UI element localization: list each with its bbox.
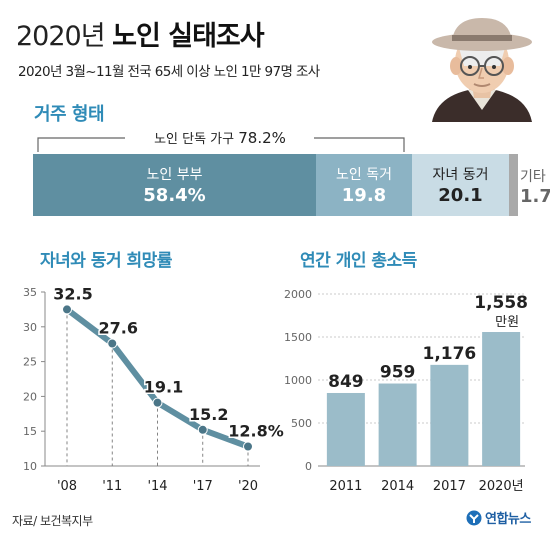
living-segment-label: 기타: [520, 169, 546, 185]
living-segment: [412, 154, 509, 216]
living-section-title: 거주 형태: [34, 104, 105, 125]
bar-y-tick-label: 0: [305, 460, 312, 473]
line-point: [243, 441, 253, 452]
elderly-man-illustration: [432, 18, 532, 122]
line-x-tick-label: '08: [57, 479, 77, 494]
line-value-label: 15.2: [189, 405, 228, 424]
living-stacked-bar: 노인 부부 58.4% 노인 독거 19.8 자녀 동거 20.1 기타 1.7: [33, 154, 550, 216]
page-title: 2020년 노인 실태조사: [16, 14, 265, 53]
bracket-label: 노인 단독 가구: [154, 132, 235, 147]
bar-value-label: 1,558: [474, 293, 528, 313]
bar-unit-label: 만원: [495, 315, 519, 330]
single-household-bracket: [37, 137, 405, 152]
bar-x-tick-label: 2017: [433, 479, 466, 494]
line-chart: 10 15 20 25 30 35 32.5 27.6 19.1 15.212.8% '08 '11 '…: [23, 283, 285, 494]
yonhap-logo-text: 연합뉴스: [485, 512, 531, 527]
living-segment-label: 노인 독거: [336, 167, 392, 183]
yonhap-logo-icon: [466, 510, 482, 525]
single-household-label: 노인 단독 가구 78.2%: [126, 128, 314, 147]
line-point: [152, 397, 163, 408]
line-x-tick-label: '11: [102, 479, 122, 494]
bar-value-label: 959: [380, 363, 416, 383]
line-value-label: 12.8%: [228, 422, 284, 441]
living-segment-value: 19.8: [341, 185, 387, 206]
line-point: [197, 424, 208, 435]
living-segment-value: 20.1: [438, 185, 483, 206]
line-y-tick-label: 15: [23, 425, 37, 438]
bar-y-tick-label: 1000: [284, 374, 312, 387]
living-segment-value: 1.7: [520, 186, 550, 207]
yonhap-logo: 연합뉴스: [466, 508, 531, 527]
living-segment-value: 58.4%: [143, 185, 206, 206]
line-y-tick-label: 20: [23, 390, 37, 403]
living-segment: [33, 154, 316, 216]
source-label: 자료/ 보건복지부: [12, 514, 93, 528]
bar: [430, 364, 469, 466]
bar-x-tick-label: 2011: [329, 479, 362, 494]
line-value-label: 27.6: [99, 319, 138, 338]
title-year: 2020년: [16, 21, 106, 52]
line-y-tick-label: 35: [23, 286, 37, 299]
bar-y-tick-label: 1500: [284, 331, 312, 344]
bar-x-tick-label: 2020년: [479, 479, 524, 494]
line-x-tick-label: '17: [193, 479, 213, 494]
bar: [378, 383, 417, 466]
bar-chart: 0 500 1000 1500 2000 849 2011 959 2014 1,176 2017 1…: [284, 288, 528, 494]
line-y-tick-label: 30: [23, 321, 37, 334]
bar-y-tick-label: 2000: [284, 288, 312, 301]
line-value-label: 32.5: [53, 284, 92, 303]
title-main: 노인 실태조사: [112, 21, 264, 52]
line-point: [107, 338, 118, 349]
bar-x-tick-label: 2014: [381, 479, 414, 494]
living-segment: [316, 154, 412, 216]
line-x-tick-label: '14: [147, 479, 167, 494]
line-x-tick-label: '20: [238, 479, 258, 494]
bar-y-tick-label: 500: [291, 417, 312, 430]
line-value-label: 19.1: [144, 378, 183, 397]
bar-chart-title: 연간 개인 총소득: [300, 251, 417, 271]
bracket-value: 78.2%: [238, 129, 286, 147]
bar-value-label: 849: [328, 372, 364, 392]
living-segment-label: 노인 부부: [146, 167, 203, 183]
bar: [482, 332, 521, 466]
line-y-tick-label: 10: [23, 460, 37, 473]
line-y-tick-label: 25: [23, 356, 37, 369]
living-segment: [509, 154, 518, 216]
bar: [326, 392, 365, 466]
bar-value-label: 1,176: [422, 344, 476, 364]
line-point: [62, 304, 72, 315]
line-chart-title: 자녀와 동거 희망률: [40, 251, 172, 271]
subtitle: 2020년 3월~11월 전국 65세 이상 노인 1만 97명 조사: [18, 64, 320, 80]
living-segment-label: 자녀 동거: [432, 167, 489, 183]
